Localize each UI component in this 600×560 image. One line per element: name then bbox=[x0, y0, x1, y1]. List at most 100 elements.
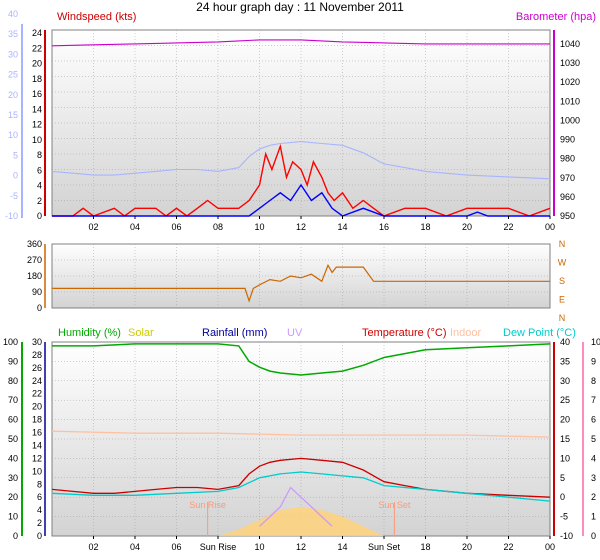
series-line-wind-average bbox=[52, 183, 550, 217]
outer-left-tick-label: -10 bbox=[5, 211, 18, 221]
rainfall-tick-label: 8 bbox=[37, 479, 42, 489]
x-tick-label: 16 bbox=[379, 222, 389, 232]
rainfall-tick-label: 18 bbox=[32, 415, 42, 425]
wind-tick-label: 12 bbox=[32, 120, 42, 130]
rainfall-tick-label: 12 bbox=[32, 453, 42, 463]
uv-tick-label: 10 bbox=[591, 337, 600, 347]
outer-left-tick-label: 10 bbox=[8, 130, 18, 140]
outer-left-tick-label: 20 bbox=[8, 90, 18, 100]
legend-entry: Rainfall (mm) bbox=[202, 327, 267, 339]
humidity-tick-label: 70 bbox=[8, 395, 18, 405]
wind-axis-title: Windspeed (kts) bbox=[57, 11, 136, 23]
wind-tick-label: 0 bbox=[37, 211, 42, 221]
rainfall-tick-label: 2 bbox=[37, 518, 42, 528]
temperature-tick-label: 20 bbox=[560, 415, 570, 425]
baro-tick-label: 950 bbox=[560, 211, 575, 221]
x-tick-label: 12 bbox=[296, 222, 306, 232]
compass-tick-label: W bbox=[558, 258, 567, 268]
rainfall-tick-label: 0 bbox=[37, 531, 42, 541]
series-line-wind-gust bbox=[52, 143, 551, 217]
outer-left-tick-label: 35 bbox=[8, 29, 18, 39]
uv-tick-label: 4 bbox=[591, 453, 596, 463]
legend-entry: Humidity (%) bbox=[58, 327, 121, 339]
outer-left-tick-label: 25 bbox=[8, 70, 18, 80]
rainfall-tick-label: 20 bbox=[32, 402, 42, 412]
x-tick-label: 20 bbox=[462, 542, 472, 552]
humidity-tick-label: 0 bbox=[13, 531, 18, 541]
x-tick-label: 00 bbox=[545, 222, 555, 232]
series-line-barometer bbox=[51, 39, 550, 47]
humidity-tick-label: 10 bbox=[8, 512, 18, 522]
wind-tick-label: 4 bbox=[37, 181, 42, 191]
legend-entry: Indoor bbox=[450, 327, 482, 339]
page-title: 24 hour graph day : 11 November 2011 bbox=[196, 0, 404, 14]
uv-tick-label: 6 bbox=[591, 415, 596, 425]
baro-tick-label: 990 bbox=[560, 135, 575, 145]
x-tick-label: 22 bbox=[503, 542, 513, 552]
x-tick-label: 12 bbox=[296, 542, 306, 552]
uv-tick-label: 8 bbox=[591, 376, 596, 386]
wind-tick-label: 14 bbox=[32, 104, 42, 114]
wind-tick-label: 10 bbox=[32, 135, 42, 145]
temperature-tick-label: -5 bbox=[560, 512, 568, 522]
wind-tick-label: 2 bbox=[37, 196, 42, 206]
temperature-tick-label: 15 bbox=[560, 434, 570, 444]
wind-tick-label: 20 bbox=[32, 59, 42, 69]
series-line-temperature bbox=[51, 141, 551, 180]
outer-left-tick-label: 0 bbox=[13, 171, 18, 181]
x-tick-label: 22 bbox=[503, 222, 513, 232]
compass-tick-label: N bbox=[559, 313, 566, 323]
temperature-tick-label: 40 bbox=[560, 337, 570, 347]
humidity-tick-label: 60 bbox=[8, 415, 18, 425]
x-tick-label: 08 bbox=[213, 222, 223, 232]
rainfall-tick-label: 22 bbox=[32, 389, 42, 399]
direction-tick-label: 360 bbox=[27, 239, 42, 249]
x-tick-label: Sun Set bbox=[368, 542, 401, 552]
outer-left-tick-label: -5 bbox=[10, 191, 18, 201]
wind-tick-label: 8 bbox=[37, 150, 42, 160]
temperature-tick-label: 35 bbox=[560, 356, 570, 366]
x-tick-label: 10 bbox=[254, 542, 264, 552]
x-tick-label: 02 bbox=[88, 542, 98, 552]
series-line-wind-direction bbox=[52, 263, 550, 303]
baro-tick-label: 960 bbox=[560, 192, 575, 202]
wind-baro-panel: Windspeed (kts) Barometer (hpa)4035302520… bbox=[5, 9, 596, 232]
direction-tick-label: 0 bbox=[37, 303, 42, 313]
rainfall-tick-label: 4 bbox=[37, 505, 42, 515]
temperature-tick-label: 30 bbox=[560, 376, 570, 386]
humidity-tick-label: 20 bbox=[8, 492, 18, 502]
x-tick-label: 18 bbox=[420, 222, 430, 232]
series-line-humidity bbox=[52, 343, 551, 376]
humidity-tick-label: 100 bbox=[3, 337, 18, 347]
x-tick-label: 20 bbox=[462, 222, 472, 232]
uv-tick-label: 1 bbox=[591, 512, 596, 522]
uv-tick-label: 0 bbox=[591, 531, 596, 541]
direction-tick-label: 270 bbox=[27, 255, 42, 265]
baro-tick-label: 970 bbox=[560, 173, 575, 183]
x-tick-label: 06 bbox=[171, 222, 181, 232]
humidity-tick-label: 80 bbox=[8, 376, 18, 386]
baro-tick-label: 1020 bbox=[560, 77, 580, 87]
outer-left-tick-label: 15 bbox=[8, 110, 18, 120]
sunset-label: Sun Set bbox=[378, 500, 411, 510]
x-tick-label: 02 bbox=[88, 222, 98, 232]
legend-entry: Solar bbox=[128, 327, 154, 339]
wind-tick-label: 6 bbox=[37, 165, 42, 175]
series-line-indoor bbox=[51, 430, 551, 438]
humidity-temp-panel: Humidity (%) Solar Rainfall (mm) UV Temperat… bbox=[3, 327, 600, 552]
rainfall-tick-label: 28 bbox=[32, 350, 42, 360]
x-tick-label: 18 bbox=[420, 542, 430, 552]
baro-tick-label: 1000 bbox=[560, 115, 580, 125]
humidity-tick-label: 30 bbox=[8, 473, 18, 483]
rainfall-tick-label: 14 bbox=[32, 440, 42, 450]
outer-left-tick-label: 5 bbox=[13, 150, 18, 160]
uv-tick-label: 9 bbox=[591, 356, 596, 366]
x-tick-label: 06 bbox=[171, 542, 181, 552]
compass-tick-label: N bbox=[559, 239, 566, 249]
rainfall-tick-label: 24 bbox=[32, 376, 42, 386]
direction-tick-label: 180 bbox=[27, 271, 42, 281]
uv-tick-label: 3 bbox=[591, 473, 596, 483]
